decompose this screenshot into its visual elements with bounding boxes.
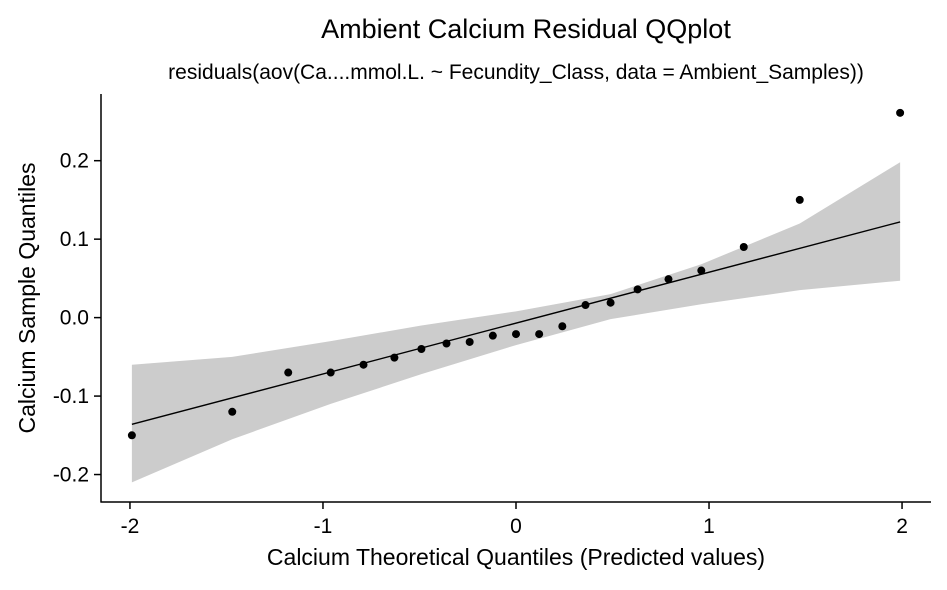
data-point <box>896 108 905 117</box>
y-tick-label: -0.1 <box>53 385 89 408</box>
data-point <box>465 337 474 346</box>
data-point <box>606 298 615 307</box>
y-tick-label: 0.2 <box>60 150 89 173</box>
x-tick-label: -1 <box>314 515 333 538</box>
data-point <box>284 368 293 377</box>
data-point <box>795 195 804 204</box>
data-point <box>633 285 642 294</box>
data-point <box>739 243 748 251</box>
y-axis-title: Calcium Sample Quantiles <box>14 162 40 433</box>
y-tick-label: 0.1 <box>60 228 89 251</box>
y-tick-label: -0.2 <box>53 464 89 487</box>
x-tick-label: 0 <box>510 515 522 538</box>
data-point <box>390 353 399 362</box>
confidence-band <box>131 162 901 483</box>
x-tick-label: 2 <box>896 515 908 538</box>
data-point <box>417 345 426 353</box>
x-tick-label: -2 <box>121 515 140 538</box>
data-point <box>697 266 706 275</box>
data-point <box>359 360 368 369</box>
data-point <box>326 368 335 377</box>
plot-area: -2 -1 0 1 2 -0.2 -0.1 0.0 0.1 0.2 <box>53 94 931 538</box>
x-tick-label: 1 <box>703 515 715 538</box>
data-point <box>442 339 451 348</box>
data-point <box>535 330 544 339</box>
chart-subtitle: residuals(aov(Ca....mmol.L. ~ Fecundity_… <box>168 61 864 84</box>
data-point <box>488 331 497 340</box>
data-point <box>664 275 673 284</box>
data-point <box>512 330 520 339</box>
data-point <box>228 407 237 416</box>
x-axis-title: Calcium Theoretical Quantiles (Predicted… <box>267 544 765 570</box>
reference-line <box>131 221 901 425</box>
chart-title: Ambient Calcium Residual QQplot <box>321 14 731 44</box>
data-point <box>127 431 136 440</box>
data-point <box>558 322 567 331</box>
y-tick-label: 0.0 <box>60 307 89 330</box>
data-point <box>581 301 590 310</box>
